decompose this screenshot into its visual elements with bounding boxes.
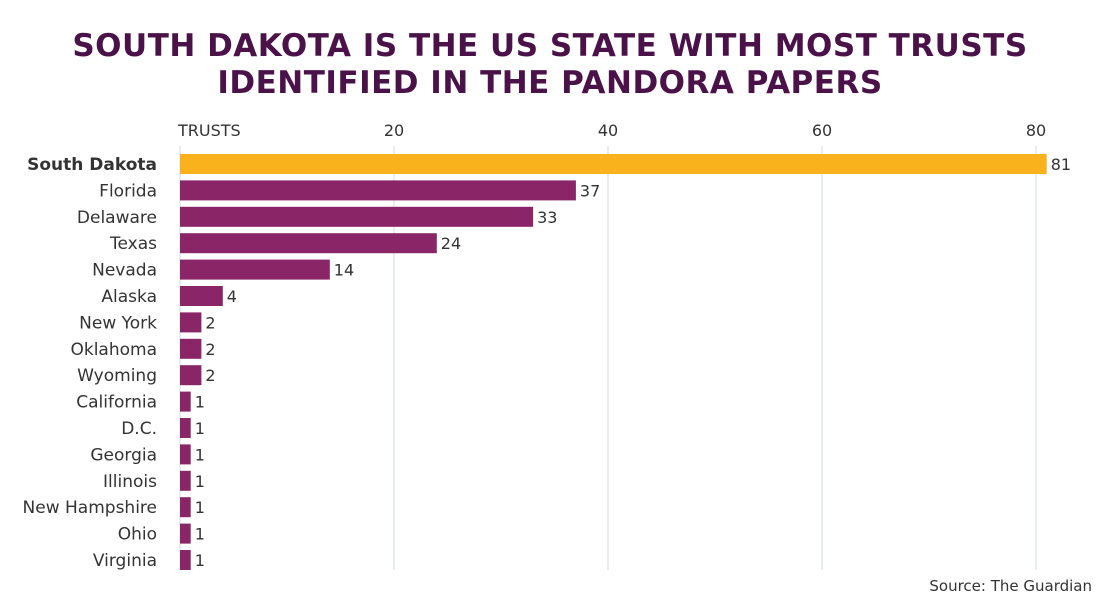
bar-d-c [180,418,191,438]
value-label-california: 1 [195,393,205,412]
value-label-new-york: 2 [205,313,215,332]
bar-new-york [180,312,202,333]
value-label-alaska: 4 [227,287,237,306]
value-label-virginia: 1 [195,551,205,570]
bar-california [180,391,191,412]
bar-oklahoma [180,338,202,359]
axis-label-trusts: TRUSTS [177,121,241,140]
chart-title-line-1: SOUTH DAKOTA IS THE US STATE WITH MOST T… [72,28,1028,64]
value-label-nevada: 14 [334,261,354,280]
value-label-georgia: 1 [195,445,205,464]
value-label-new-hampshire: 1 [195,498,205,517]
bar-delaware [180,206,534,227]
value-label-ohio: 1 [195,525,205,544]
x-tick-label-20: 20 [384,121,404,140]
category-labels: South Dakota Florida Delaware Texas Nevada Al… [23,155,158,571]
category-label-illinois: Illinois [103,472,157,492]
category-label-alaska: Alaska [101,287,157,307]
bar-new-hampshire [180,497,191,518]
x-tick-label-60: 60 [812,121,832,140]
category-label-california: California [76,393,157,413]
category-label-south-dakota: South Dakota [27,155,157,175]
category-label-wyoming: Wyoming [77,366,157,386]
category-label-d-c: D.C. [121,419,157,439]
bars [180,154,1047,570]
x-tick-label-40: 40 [598,121,618,140]
chart-title: SOUTH DAKOTA IS THE US STATE WITH MOST T… [0,28,1100,102]
bar-virginia [180,550,191,570]
category-label-new-hampshire: New Hampshire [23,498,157,518]
value-label-texas: 24 [441,234,461,253]
bar-georgia [180,444,191,465]
bar-texas [180,233,437,254]
category-label-florida: Florida [99,181,157,201]
bar-ohio [180,523,191,544]
bar-south-dakota [180,154,1047,174]
value-label-d-c: 1 [195,419,205,438]
bar-alaska [180,286,223,306]
category-label-oklahoma: Oklahoma [70,340,157,360]
bar-nevada [180,259,330,280]
chart-title-line-2: IDENTIFIED IN THE PANDORA PAPERS [217,65,883,101]
x-tick-label-80: 80 [1026,121,1046,140]
value-label-oklahoma: 2 [205,340,215,359]
category-label-georgia: Georgia [90,445,157,465]
value-label-south-dakota: 81 [1051,155,1071,174]
category-label-ohio: Ohio [118,525,157,545]
category-label-new-york: New York [79,313,157,333]
bar-florida [180,180,576,201]
value-label-delaware: 33 [537,208,557,227]
source-note: Source: The Guardian [929,577,1092,595]
category-label-delaware: Delaware [77,208,157,228]
category-label-texas: Texas [109,234,157,254]
value-label-wyoming: 2 [205,366,215,385]
category-label-virginia: Virginia [93,551,157,571]
value-label-illinois: 1 [195,472,205,491]
category-label-nevada: Nevada [92,261,157,281]
bar-illinois [180,470,191,491]
bar-wyoming [180,365,202,386]
x-axis-ticks: TRUSTS 20 40 60 80 [177,121,1046,140]
value-label-florida: 37 [580,181,600,200]
